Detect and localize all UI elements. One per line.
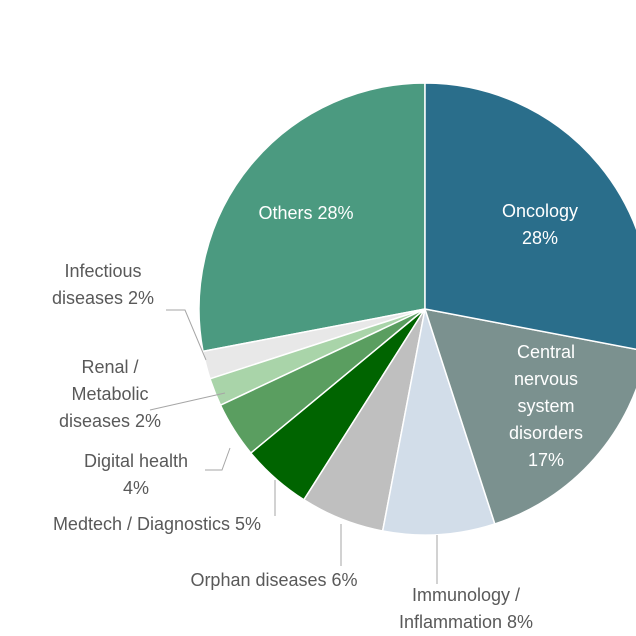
leader-lines	[149, 309, 438, 584]
value-label: 2%	[135, 410, 162, 431]
category-label: Renal / Metabolic diseases	[58, 356, 149, 431]
category-label: Digital health	[83, 450, 189, 471]
category-label: Orphan diseases	[190, 569, 327, 590]
leader-line	[166, 309, 207, 361]
value-label: 17%	[527, 449, 565, 470]
pie-slice	[423, 308, 636, 525]
category-label: Central nervous system disorders	[508, 341, 584, 443]
category-label: Medtech / Diagnostics	[52, 513, 231, 534]
value-label: 2%	[128, 287, 155, 308]
pie-slice	[198, 82, 426, 353]
slice-label: Orphan diseases 6%	[144, 567, 404, 594]
slice-label: Oncology 28%	[475, 198, 605, 252]
value-label: 28%	[317, 202, 354, 223]
leader-line	[149, 392, 226, 411]
value-label: 6%	[331, 569, 358, 590]
value-label: 5%	[235, 513, 262, 534]
category-label: Others	[258, 202, 313, 223]
pie-slice	[381, 308, 496, 536]
slice-label: Medtech / Diagnostics 5%	[7, 511, 307, 538]
slice-label: Renal / Metabolic diseases 2%	[50, 354, 170, 435]
slice-label: Others 28%	[206, 200, 406, 227]
value-label: 4%	[122, 477, 149, 498]
slice-label: Immunology / Inflammation 8%	[381, 582, 551, 636]
value-label: 28%	[521, 227, 559, 248]
slice-label: Digital health 4%	[61, 448, 211, 502]
slice-label: Central nervous system disorders 17%	[496, 339, 596, 474]
slice-label: Infectious diseases 2%	[41, 258, 166, 312]
category-label: Oncology	[501, 200, 579, 221]
pie-slice	[424, 82, 636, 351]
leader-line	[205, 447, 231, 471]
category-label: Infectious diseases	[51, 260, 142, 308]
value-label: 8%	[507, 611, 534, 632]
category-label: Immunology / Inflammation	[398, 584, 521, 632]
